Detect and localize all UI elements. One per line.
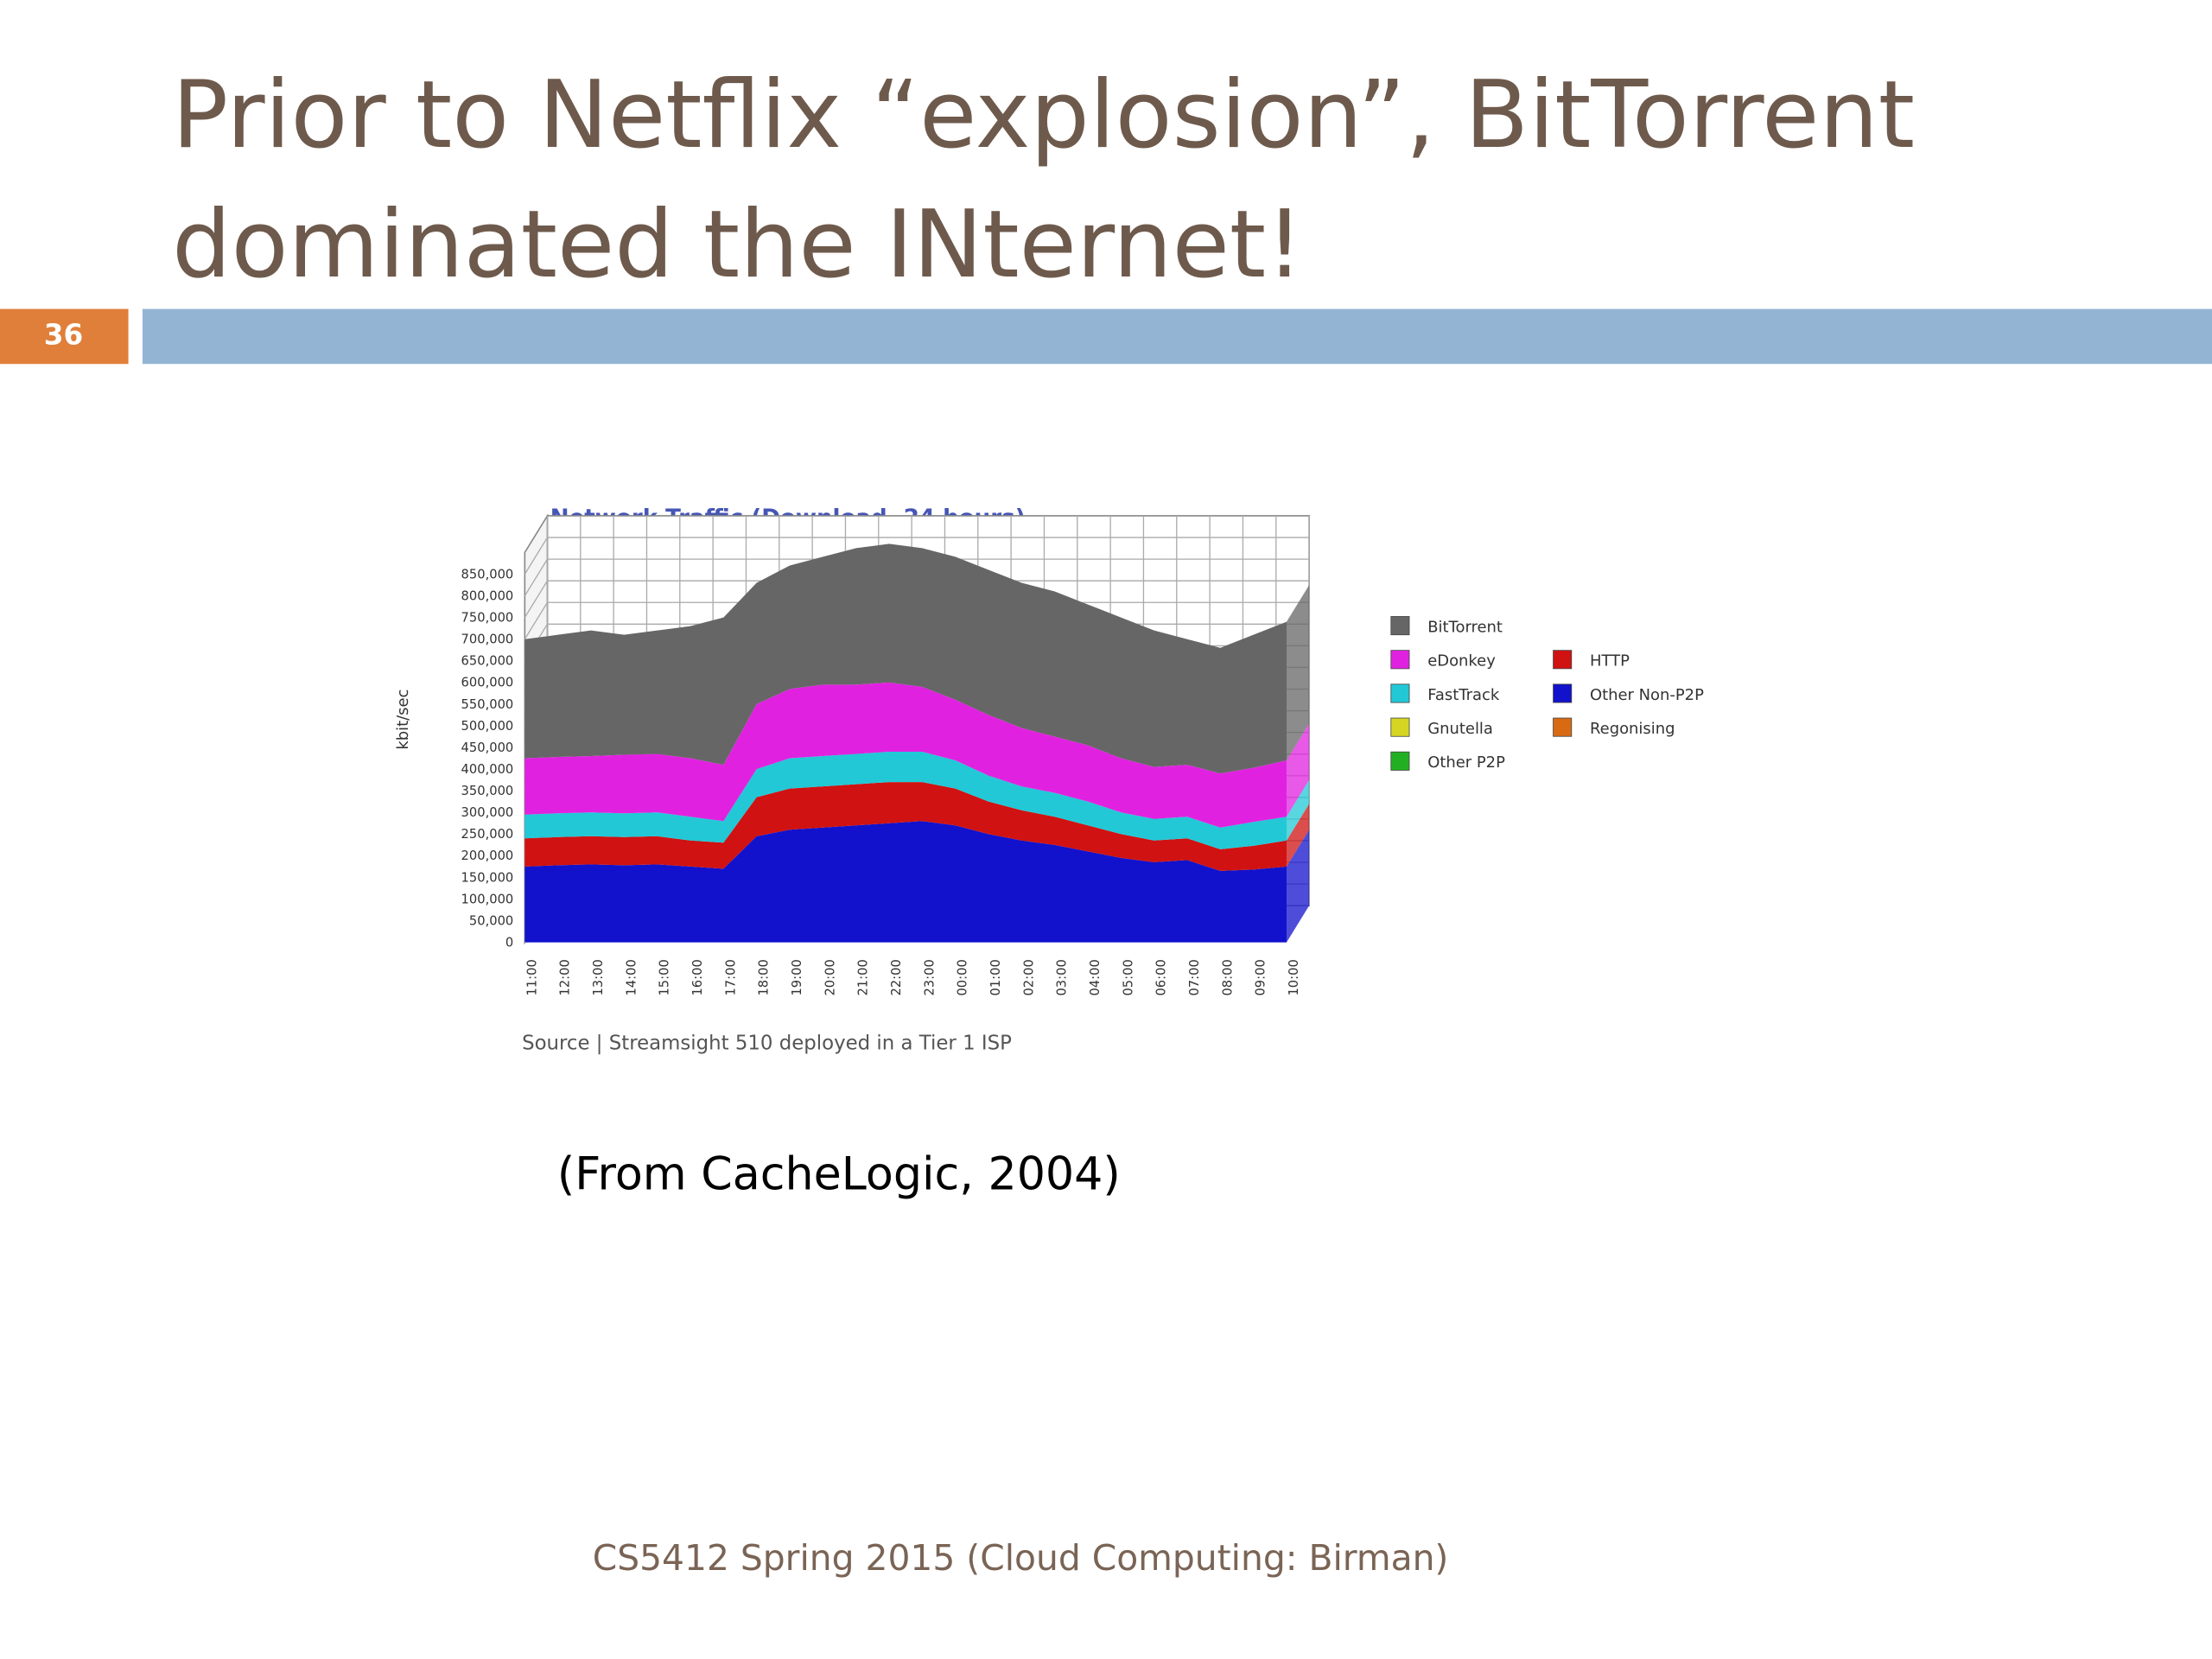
x-tick-label: 03:00	[1055, 959, 1070, 995]
y-tick-label: 500,000	[461, 719, 514, 734]
x-tick-label: 14:00	[624, 959, 639, 995]
page-number-box	[0, 308, 129, 365]
x-tick-label: 11:00	[524, 959, 539, 995]
y-tick-label: 800,000	[461, 588, 514, 603]
y-tick-label: 850,000	[461, 567, 514, 582]
area	[524, 543, 1287, 774]
x-tick-label: 15:00	[658, 959, 672, 995]
x-tick-label: 06:00	[1154, 959, 1169, 995]
y-axis-label: kbit/sec	[394, 690, 412, 750]
y-tick-label: 300,000	[461, 805, 514, 820]
y-tick-label: 450,000	[461, 741, 514, 755]
area-side	[1286, 804, 1310, 867]
y-tick-label: 150,000	[461, 870, 514, 885]
y-tick-label: 700,000	[461, 632, 514, 647]
area	[524, 821, 1287, 943]
x-tick-label: 16:00	[690, 959, 705, 995]
legend-label: HTTP	[1590, 652, 1630, 671]
x-tick-label: 19:00	[790, 959, 804, 995]
area-side	[1286, 779, 1310, 841]
x-tick-label: 00:00	[956, 959, 970, 995]
legend-swatch	[1553, 650, 1573, 670]
area	[524, 682, 1287, 828]
x-tick-label: 09:00	[1254, 959, 1268, 995]
header-bar	[142, 308, 2212, 365]
y-tick-label: 0	[505, 936, 513, 950]
caption: (From CacheLogic, 2004)	[557, 1148, 1121, 1200]
area	[524, 782, 1287, 871]
y-tick-label: 400,000	[461, 762, 514, 777]
slide-title: Prior to Netflix “explosion”, BitTorrent	[172, 61, 1915, 169]
area	[524, 752, 1287, 849]
legend-swatch	[1390, 650, 1410, 670]
x-tick-label: 02:00	[1021, 959, 1036, 995]
x-tick-label: 17:00	[723, 959, 738, 995]
area-side	[1286, 585, 1310, 761]
legend-swatch	[1553, 683, 1573, 703]
legend-label: Regonising	[1590, 720, 1675, 738]
grid-line	[524, 558, 549, 596]
legend-swatch	[1390, 751, 1410, 771]
chart: 0 50,000 100,000 150,000 200,000 250,000 300,0…	[461, 513, 1704, 996]
y-tick-label: 350,000	[461, 784, 514, 798]
x-tick-label: 21:00	[856, 959, 871, 995]
x-tick-label: 08:00	[1220, 959, 1235, 995]
x-tick-label: 07:00	[1187, 959, 1202, 995]
legend-label: Other Non-P2P	[1590, 686, 1704, 704]
page-number: 36	[44, 318, 83, 351]
x-tick-label: 23:00	[922, 959, 937, 995]
chart-source: Source | Streamsight 510 deployed in a T…	[522, 1033, 1012, 1055]
x-tick-label: 22:00	[889, 959, 904, 995]
legend-label: BitTorrent	[1427, 618, 1503, 636]
x-tick-label: 13:00	[591, 959, 606, 995]
y-tick-label: 750,000	[461, 611, 514, 626]
grid-line	[524, 537, 549, 575]
area-side	[1286, 723, 1310, 817]
grid-line	[524, 580, 549, 618]
legend-label: eDonkey	[1427, 652, 1496, 671]
slide-title: dominated the INternet!	[172, 191, 1303, 299]
legend-swatch	[1390, 683, 1410, 703]
footer: CS5412 Spring 2015 (Cloud Computing: Bir…	[593, 1537, 1449, 1579]
x-tick-label: 01:00	[988, 959, 1003, 995]
y-tick-label: 100,000	[461, 892, 514, 906]
x-tick-label: 10:00	[1287, 959, 1301, 995]
legend-label: Gnutella	[1427, 720, 1493, 738]
y-tick-label: 550,000	[461, 697, 514, 712]
grid-line	[524, 601, 549, 640]
x-tick-label: 20:00	[823, 959, 837, 995]
y-tick-label: 600,000	[461, 676, 514, 690]
x-tick-label: 04:00	[1088, 959, 1103, 995]
x-tick-label: 12:00	[558, 959, 573, 995]
x-tick-label: 05:00	[1121, 959, 1135, 995]
area-side	[1286, 830, 1310, 943]
y-tick-label: 650,000	[461, 654, 514, 669]
x-tick-label: 18:00	[757, 959, 772, 995]
legend-label: FastTrack	[1427, 686, 1500, 704]
legend-swatch	[1390, 717, 1410, 737]
y-tick-label: 250,000	[461, 827, 514, 842]
legend-swatch	[1553, 717, 1573, 737]
y-tick-label: 200,000	[461, 849, 514, 863]
y-tick-label: 50,000	[469, 913, 513, 928]
legend-label: Other P2P	[1427, 753, 1505, 772]
legend-swatch	[1390, 616, 1410, 636]
